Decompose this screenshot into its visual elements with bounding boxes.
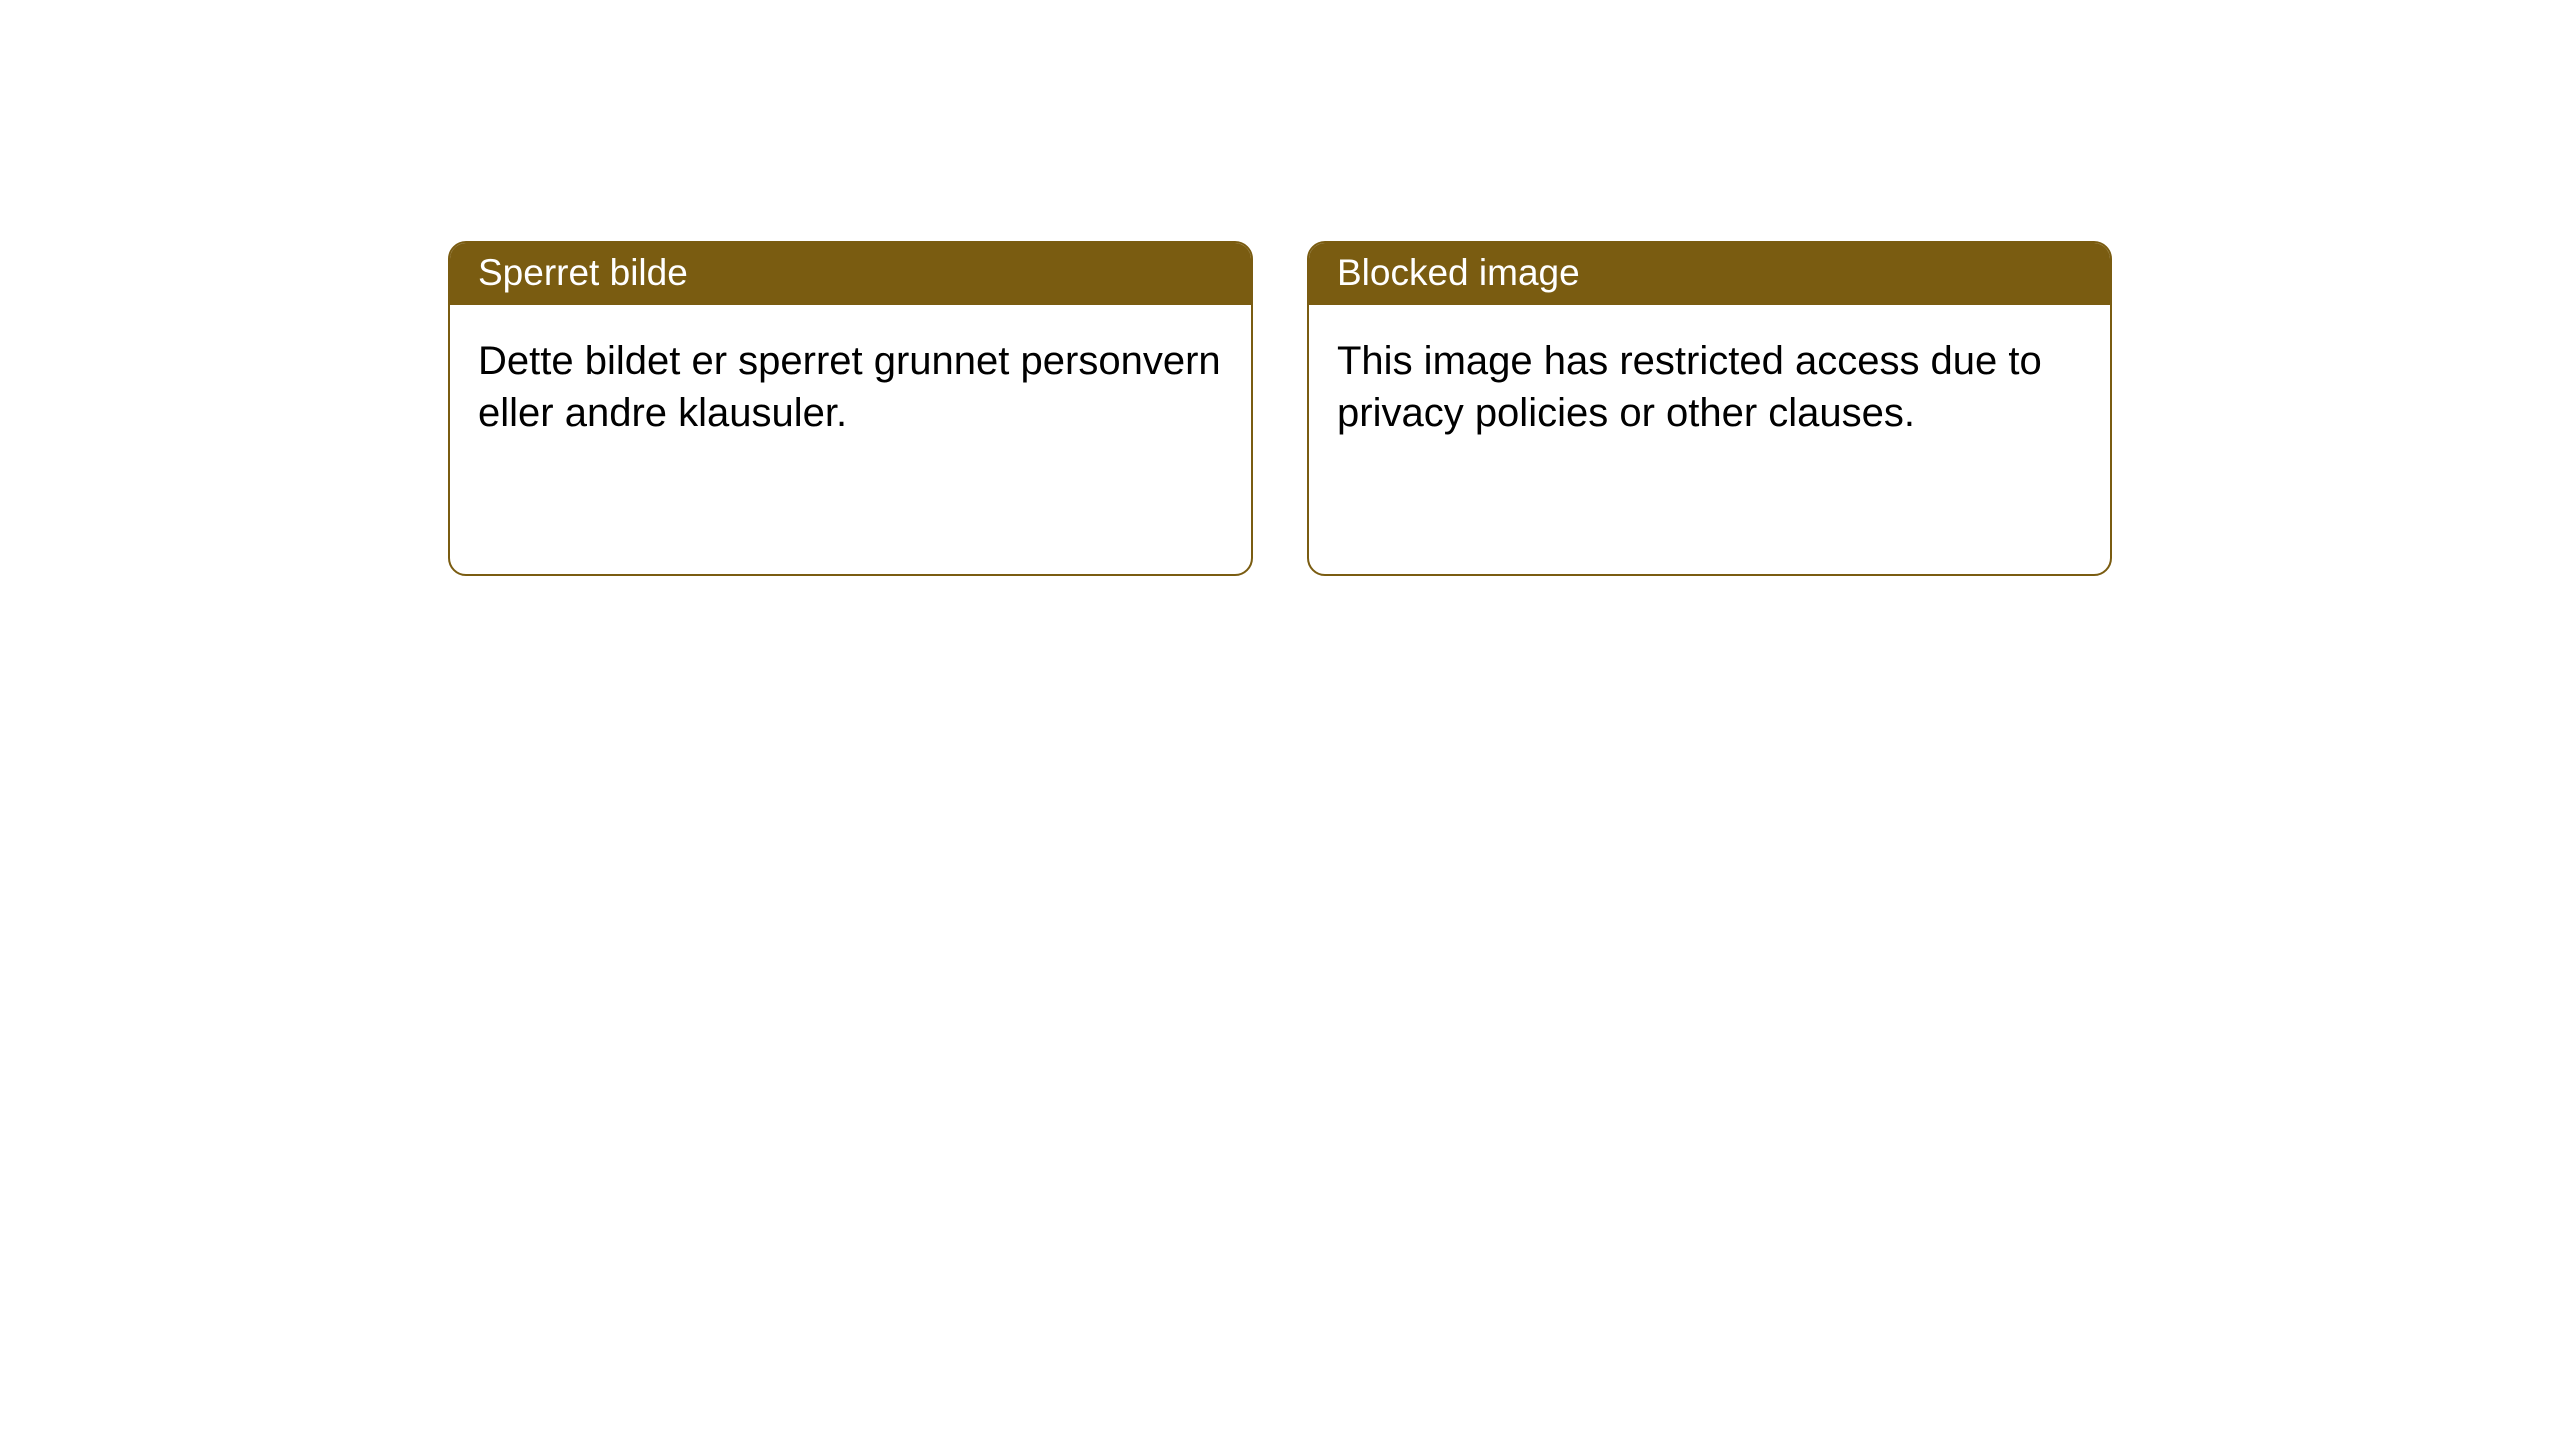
card-body-text-en: This image has restricted access due to … xyxy=(1337,339,2042,435)
blocked-image-card-no: Sperret bilde Dette bildet er sperret gr… xyxy=(448,241,1253,576)
card-title-no: Sperret bilde xyxy=(478,252,688,293)
card-header-en: Blocked image xyxy=(1309,243,2110,305)
card-header-no: Sperret bilde xyxy=(450,243,1251,305)
notice-container: Sperret bilde Dette bildet er sperret gr… xyxy=(448,241,2112,576)
card-body-text-no: Dette bildet er sperret grunnet personve… xyxy=(478,339,1221,435)
card-body-no: Dette bildet er sperret grunnet personve… xyxy=(450,305,1251,469)
card-body-en: This image has restricted access due to … xyxy=(1309,305,2110,469)
blocked-image-card-en: Blocked image This image has restricted … xyxy=(1307,241,2112,576)
card-title-en: Blocked image xyxy=(1337,252,1580,293)
